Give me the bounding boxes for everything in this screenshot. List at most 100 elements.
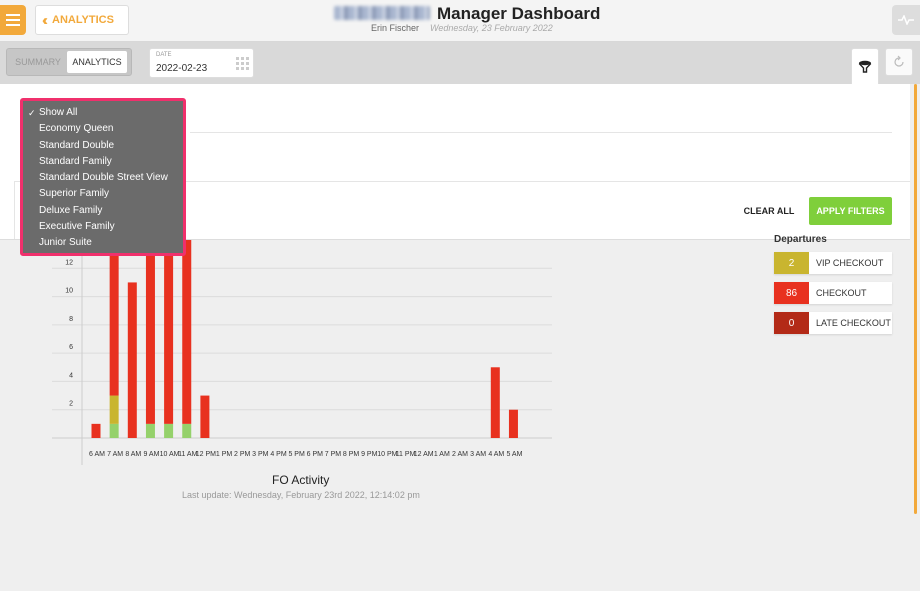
vip-checkout-label: VIP CHECKOUT <box>816 258 884 268</box>
dropdown-option-label: Executive Family <box>39 221 115 233</box>
dropdown-option[interactable]: Standard Family <box>23 154 183 170</box>
x-tick-label: 11 PM <box>396 451 416 458</box>
view-switcher: SUMMARY ANALYTICS <box>6 48 132 76</box>
chart-bar <box>490 367 500 438</box>
x-tick-label: 1 AM <box>434 451 450 458</box>
y-tick-label: 12 <box>65 259 73 266</box>
late-checkout-count: 0 <box>774 312 809 334</box>
dropdown-option-label: Standard Double <box>39 139 115 151</box>
dropdown-option[interactable]: Junior Suite <box>23 235 183 251</box>
chart-bar <box>109 423 119 438</box>
filter-button[interactable] <box>851 48 879 84</box>
x-tick-label: 12 AM <box>414 451 434 458</box>
calendar-icon <box>236 57 249 70</box>
x-tick-label: 3 AM <box>470 451 486 458</box>
dropdown-option-label: Standard Family <box>39 155 112 167</box>
chart-bar <box>508 409 518 438</box>
tab-analytics[interactable]: ANALYTICS <box>67 51 127 73</box>
room-type-dropdown[interactable]: ✓ Show All Economy Queen Standard Double Sta… <box>20 98 186 256</box>
vip-checkout-stat[interactable]: 2 VIP CHECKOUT <box>774 252 892 274</box>
date-value: 2022-02-23 <box>156 63 208 74</box>
dropdown-option[interactable]: ✓ Show All <box>23 105 183 121</box>
late-checkout-stat[interactable]: 0 LATE CHECKOUT <box>774 312 892 334</box>
dropdown-option[interactable]: Executive Family <box>23 219 183 235</box>
checkout-count: 86 <box>774 282 809 304</box>
divider <box>190 132 892 133</box>
y-tick-label: 4 <box>69 372 73 379</box>
x-tick-label: 10 AM <box>160 451 180 458</box>
top-header: ‹‹ ANALYTICS Manager Dashboard Erin Fisc… <box>0 0 920 42</box>
x-tick-label: 7 PM <box>325 451 342 458</box>
late-checkout-label: LATE CHECKOUT <box>816 318 891 328</box>
chart-bar <box>182 240 192 424</box>
back-to-analytics-button[interactable]: ‹‹ ANALYTICS <box>35 5 129 35</box>
x-tick-label: 9 PM <box>361 451 378 458</box>
x-tick-label: 5 AM <box>506 451 522 458</box>
dropdown-option-label: Junior Suite <box>39 237 92 249</box>
dropdown-option-label: Standard Double Street View <box>39 172 168 184</box>
dropdown-option[interactable]: Economy Queen <box>23 121 183 137</box>
clear-all-button[interactable]: CLEAR ALL <box>743 206 795 216</box>
refresh-button[interactable] <box>885 48 913 76</box>
dropdown-option-label: Superior Family <box>39 188 110 200</box>
x-tick-label: 2 AM <box>452 451 468 458</box>
refresh-icon <box>894 55 904 67</box>
x-tick-label: 4 AM <box>488 451 504 458</box>
chart-last-update: Last update: Wednesday, February 23rd 20… <box>182 490 420 500</box>
x-tick-label: 8 PM <box>343 451 360 458</box>
apply-filters-button[interactable]: APPLY FILTERS <box>809 197 892 225</box>
chart-bar <box>182 423 192 438</box>
chart-bar <box>164 240 174 424</box>
x-tick-label: 6 AM <box>89 451 105 458</box>
x-tick-label: 11 AM <box>178 451 197 458</box>
dropdown-option[interactable]: Superior Family <box>23 186 183 202</box>
filter-icon <box>858 60 872 73</box>
chart-bar <box>91 423 101 438</box>
dropdown-option[interactable]: Deluxe Family <box>23 203 183 219</box>
user-name: Erin Fischer <box>371 23 420 33</box>
y-tick-label: 2 <box>69 401 73 408</box>
pulse-icon <box>898 15 914 25</box>
toolbar: SUMMARY ANALYTICS DATE 2022-02-23 <box>0 42 920 84</box>
y-tick-label: 8 <box>69 316 73 323</box>
scrollbar[interactable] <box>914 84 917 514</box>
chart-bar <box>109 395 119 424</box>
x-tick-label: 6 PM <box>307 451 324 458</box>
x-tick-label: 1 PM <box>216 451 233 458</box>
menu-icon <box>6 14 20 16</box>
chart-bar <box>127 282 137 438</box>
dropdown-option-label: Economy Queen <box>39 123 114 135</box>
x-tick-label: 9 AM <box>143 451 159 458</box>
chart-bar <box>145 240 155 424</box>
page-title: Manager Dashboard <box>437 4 601 23</box>
current-date: Wednesday, 23 February 2022 <box>430 23 553 33</box>
date-picker[interactable]: DATE 2022-02-23 <box>149 48 254 78</box>
hamburger-menu-button[interactable] <box>0 5 26 35</box>
departures-title: Departures <box>774 234 827 244</box>
x-tick-label: 10 PM <box>377 451 397 458</box>
x-tick-label: 4 PM <box>270 451 287 458</box>
chart-bar <box>145 423 155 438</box>
x-tick-label: 8 AM <box>125 451 141 458</box>
dropdown-option[interactable]: Standard Double Street View <box>23 170 183 186</box>
chart-title: FO Activity <box>272 473 330 487</box>
checkout-stat[interactable]: 86 CHECKOUT <box>774 282 892 304</box>
hotel-name-redacted <box>334 6 430 20</box>
double-chevron-left-icon: ‹‹ <box>42 11 48 29</box>
x-tick-label: 2 PM <box>234 451 251 458</box>
y-tick-label: 10 <box>65 288 73 295</box>
vip-checkout-count: 2 <box>774 252 809 274</box>
chart-bar <box>109 240 119 396</box>
back-button-label: ANALYTICS <box>52 14 114 26</box>
y-tick-label: 6 <box>69 344 73 351</box>
divider <box>14 181 910 182</box>
tab-summary[interactable]: SUMMARY <box>15 57 61 67</box>
dropdown-option[interactable]: Standard Double <box>23 138 183 154</box>
checkmark-icon: ✓ <box>28 108 36 118</box>
dropdown-option-label: Show All <box>39 107 78 118</box>
x-tick-label: 3 PM <box>252 451 269 458</box>
activity-button[interactable] <box>892 5 920 35</box>
x-tick-label: 7 AM <box>107 451 123 458</box>
divider <box>14 181 15 239</box>
